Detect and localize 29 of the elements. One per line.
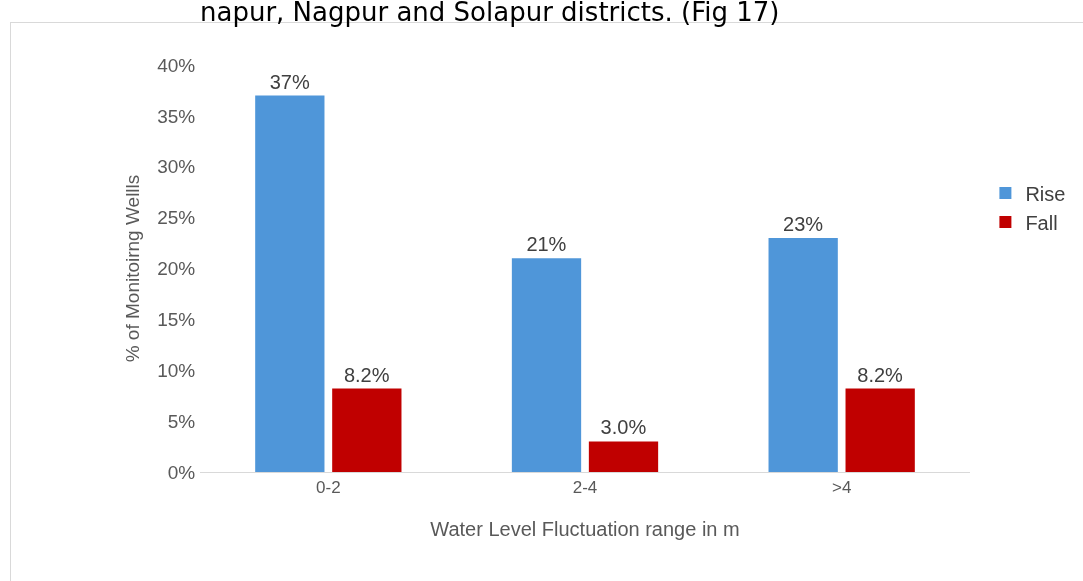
data-label: 3.0%	[600, 416, 647, 439]
bar	[255, 95, 325, 472]
data-label: 8.2%	[857, 363, 904, 386]
bar	[588, 441, 659, 472]
x-tick-label: >4	[831, 478, 852, 498]
y-tick-label: 5%	[167, 410, 196, 432]
bar	[332, 388, 402, 472]
x-tick-label: 2-4	[572, 478, 598, 498]
x-axis-title: Water Level Fluctuation range in m	[430, 517, 740, 540]
y-tick-label: 15%	[157, 309, 196, 331]
y-tick-label: 25%	[157, 207, 196, 229]
y-tick-label: 10%	[157, 359, 196, 381]
legend-label: Rise	[1025, 182, 1066, 205]
legend-label: Fall	[1025, 211, 1058, 234]
chart-title: napur, Nagpur and Solapur districts. (Fig 17)	[200, 0, 780, 28]
bar	[845, 388, 915, 472]
y-tick-label: 0%	[167, 461, 196, 483]
data-label: 23%	[783, 212, 824, 235]
y-tick-label: 35%	[157, 105, 196, 127]
data-label: 21%	[526, 233, 567, 256]
data-label: 8.2%	[343, 363, 390, 386]
data-label: 37%	[269, 70, 310, 93]
y-axis-title: % of Monitoirng Wellls	[122, 174, 144, 363]
bar	[511, 258, 582, 472]
y-tick-label: 30%	[157, 156, 196, 178]
x-tick-label: 0-2	[316, 478, 341, 498]
y-tick-label: 20%	[157, 258, 196, 280]
y-tick-label: 40%	[157, 54, 196, 76]
bar	[768, 237, 838, 472]
